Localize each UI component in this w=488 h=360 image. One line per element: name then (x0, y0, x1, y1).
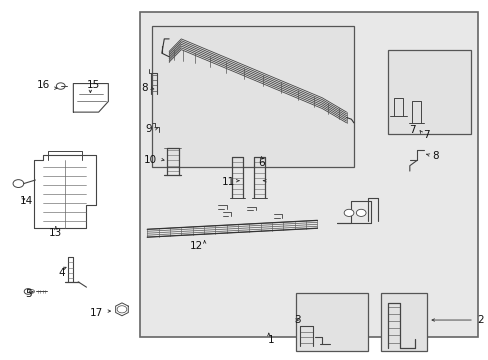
Circle shape (356, 209, 366, 216)
Text: 17: 17 (90, 308, 103, 318)
Text: 8: 8 (432, 151, 438, 161)
Text: 4: 4 (59, 268, 65, 278)
Text: 3: 3 (294, 315, 301, 325)
Text: 9: 9 (145, 124, 152, 134)
Text: 12: 12 (189, 241, 203, 251)
Bar (295, 293, 368, 351)
Circle shape (30, 290, 34, 293)
Text: 1: 1 (267, 335, 274, 345)
Text: 16: 16 (37, 80, 50, 90)
Circle shape (24, 289, 32, 294)
Text: 2: 2 (476, 315, 483, 325)
Text: 7: 7 (408, 125, 415, 135)
Text: 6: 6 (258, 158, 264, 168)
Text: 8: 8 (142, 83, 148, 93)
Bar (152, 26, 353, 167)
Text: 7: 7 (423, 130, 429, 140)
Circle shape (344, 209, 353, 216)
Text: 14: 14 (20, 197, 33, 206)
Text: 5: 5 (25, 289, 31, 298)
Circle shape (13, 180, 24, 188)
Circle shape (117, 306, 126, 313)
Text: 13: 13 (49, 228, 62, 238)
Bar (140, 12, 477, 337)
Text: 15: 15 (86, 80, 100, 90)
Text: 10: 10 (143, 156, 157, 165)
Circle shape (56, 83, 65, 89)
Text: 11: 11 (221, 177, 234, 187)
Bar (380, 293, 426, 351)
Bar (387, 50, 469, 134)
